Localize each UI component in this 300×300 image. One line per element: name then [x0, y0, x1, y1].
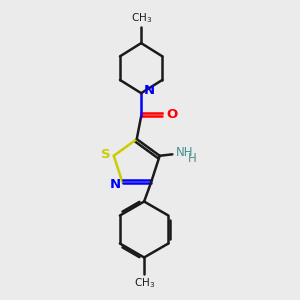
Text: N: N — [110, 178, 121, 191]
Text: S: S — [101, 148, 110, 161]
Text: CH$_3$: CH$_3$ — [130, 11, 152, 25]
Text: O: O — [166, 108, 177, 121]
Text: NH: NH — [176, 146, 194, 159]
Text: H: H — [188, 152, 197, 165]
Text: CH$_3$: CH$_3$ — [134, 276, 155, 290]
Text: N: N — [143, 84, 155, 97]
